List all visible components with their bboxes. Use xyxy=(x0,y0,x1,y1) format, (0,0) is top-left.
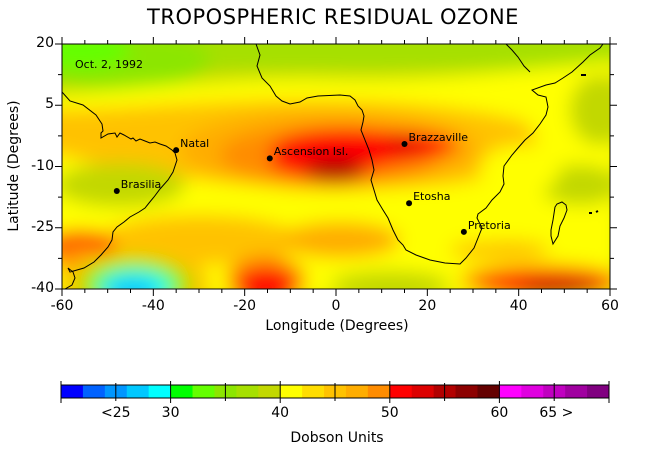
colorbar-swatch xyxy=(302,385,325,398)
y-tick-label: -25 xyxy=(31,218,54,235)
chart-title: TROPOSPHERIC RESIDUAL OZONE xyxy=(147,5,519,29)
colorbar-swatch xyxy=(411,385,435,398)
y-tick-label: -10 xyxy=(31,157,54,174)
x-tick-label: 20 xyxy=(418,298,437,314)
colorbar-swatch xyxy=(148,385,172,398)
city-marker-icon xyxy=(401,141,408,148)
colorbar-tick-label: 40 xyxy=(271,405,290,421)
colorbar-swatch xyxy=(170,385,194,398)
colorbar-swatch xyxy=(258,385,281,398)
colorbar-swatch xyxy=(61,385,84,398)
colorbar-swatch xyxy=(389,385,413,398)
colorbar-tick-label: <25 xyxy=(101,405,131,421)
x-axis-title: Longitude (Degrees) xyxy=(265,318,409,334)
colorbar-swatch xyxy=(587,385,610,398)
city-label: Natal xyxy=(180,137,210,151)
city-label: Ascension Isl. xyxy=(273,145,349,159)
colorbar-tick-label: 65 > xyxy=(539,405,574,421)
colorbar xyxy=(60,381,610,403)
x-tick-label: -40 xyxy=(141,298,165,314)
colorbar-swatch xyxy=(82,385,106,398)
city-marker-icon xyxy=(406,200,413,207)
x-tick-label: 40 xyxy=(509,298,528,314)
city-label: Brazzaville xyxy=(408,131,469,145)
colorbar-swatch xyxy=(126,385,150,398)
x-tick-label: -20 xyxy=(233,298,257,314)
colorbar-swatch xyxy=(565,385,588,398)
city-markers xyxy=(113,141,467,235)
x-tick-label: 0 xyxy=(331,298,341,314)
colorbar-tick-label: 50 xyxy=(380,405,399,421)
ozone-heatmap xyxy=(62,44,610,289)
y-tick-label: 20 xyxy=(36,35,54,51)
x-tick-label: -60 xyxy=(50,298,74,314)
coastline xyxy=(62,44,604,289)
colorbar-tick-label: 30 xyxy=(161,405,180,421)
city-marker-icon xyxy=(460,228,467,235)
x-tick-label: 60 xyxy=(601,298,619,314)
colorbar-swatch xyxy=(477,385,500,398)
y-tick-label: -40 xyxy=(31,280,54,296)
colorbar-swatch xyxy=(236,385,259,398)
date-label: Oct. 2, 1992 xyxy=(75,58,143,71)
axis-ticks xyxy=(55,37,617,296)
colorbar-swatch xyxy=(345,385,369,398)
colorbar-swatch xyxy=(521,385,544,398)
colorbar-swatch xyxy=(367,385,391,398)
colorbar-swatch xyxy=(455,385,478,398)
city-label: Brasilia xyxy=(120,178,162,191)
colorbar-swatch xyxy=(192,385,215,398)
city-marker-icon xyxy=(113,188,120,194)
city-marker-icon xyxy=(266,155,273,162)
colorbar-swatch xyxy=(499,385,522,398)
city-marker-icon xyxy=(173,147,180,154)
city-label: Etosha xyxy=(413,190,451,204)
y-tick-label: 5 xyxy=(45,96,54,113)
colorbar-tick-label: 60 xyxy=(490,405,509,421)
city-label: Pretoria xyxy=(467,218,511,232)
colorbar-title: Dobson Units xyxy=(290,430,384,446)
colorbar-swatch xyxy=(280,385,303,398)
